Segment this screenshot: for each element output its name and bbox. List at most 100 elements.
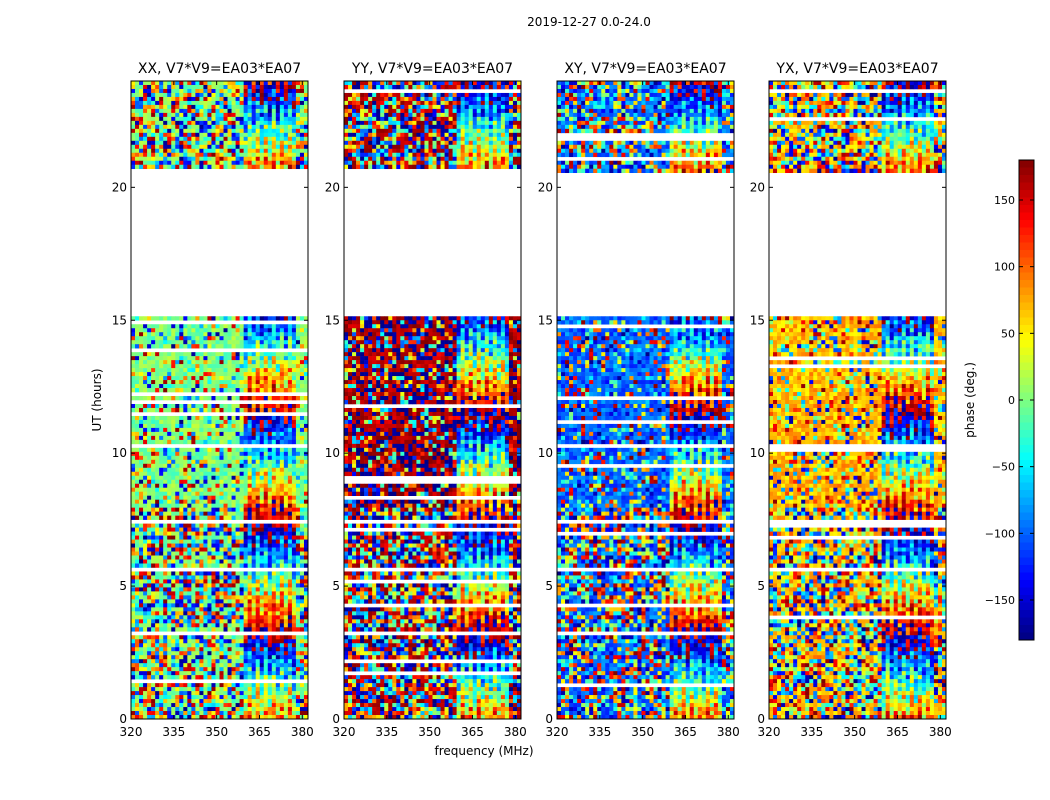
x-tick-label: 365: [674, 725, 697, 739]
y-tick-label: 0: [332, 712, 340, 726]
x-tick-label: 335: [375, 725, 398, 739]
colorbar-segment: [1019, 302, 1034, 311]
colorbar-tick-label: 100: [994, 261, 1015, 274]
colorbar-segment: [1019, 587, 1034, 596]
colorbar-segment: [1019, 535, 1034, 543]
y-tick-label: 0: [757, 712, 765, 726]
colorbar-segment: [1019, 175, 1034, 183]
colorbar-segment: [1019, 205, 1034, 213]
colorbar-tick-label: −50: [992, 461, 1015, 474]
x-tick-label: 335: [800, 725, 823, 739]
colorbar-segment: [1019, 220, 1034, 228]
colorbar-segment: [1019, 182, 1034, 191]
colorbar-segment: [1019, 325, 1034, 333]
colorbar-segment: [1019, 227, 1034, 236]
colorbar-segment: [1019, 310, 1034, 318]
colorbar-segment: [1019, 505, 1034, 513]
colorbar-segment: [1019, 617, 1034, 626]
colorbar-tick-label: −100: [985, 527, 1015, 540]
colorbar-segment: [1019, 377, 1034, 386]
colorbar-segment: [1019, 257, 1034, 266]
colorbar-tick-label: 0: [1008, 394, 1015, 407]
y-tick-label: 5: [119, 579, 127, 593]
colorbar-segment: [1019, 370, 1034, 378]
colorbar-segment: [1019, 347, 1034, 356]
colorbar-segment: [1019, 332, 1034, 341]
panel-2: YY, V7*V9=EA03*EA07 320 335 350 365 380 0 5 10 15…: [325, 61, 527, 739]
x-tick-label: 320: [546, 725, 569, 739]
panel-title: YY, V7*V9=EA03*EA07: [351, 61, 513, 77]
panel-title: XY, V7*V9=EA03*EA07: [564, 61, 726, 77]
colorbar-segment: [1019, 490, 1034, 498]
y-tick-label: 15: [325, 313, 340, 327]
y-tick-label: 20: [750, 180, 765, 194]
colorbar-segment: [1019, 167, 1034, 176]
x-tick-label: 320: [333, 725, 356, 739]
colorbar-segment: [1019, 355, 1034, 363]
colorbar-segment: [1019, 362, 1034, 371]
heatmap-cells: [557, 81, 735, 720]
figure-title: 2019-12-27 0.0-24.0: [527, 15, 651, 29]
panel-title: XX, V7*V9=EA03*EA07: [138, 61, 301, 77]
colorbar-segment: [1019, 422, 1034, 431]
colorbar-segment: [1019, 197, 1034, 206]
colorbar-segment: [1019, 445, 1034, 453]
x-tick-label: 350: [205, 725, 228, 739]
colorbar-segment: [1019, 482, 1034, 491]
colorbar-segment: [1019, 595, 1034, 603]
colorbar-segment: [1019, 572, 1034, 581]
colorbar-segment: [1019, 212, 1034, 221]
y-tick-label: 15: [750, 313, 765, 327]
panel-frame: [343, 80, 522, 720]
y-tick-label: 10: [325, 446, 340, 460]
x-tick-label: 320: [120, 725, 143, 739]
panel-title: YX, V7*V9=EA03*EA07: [775, 61, 938, 77]
colorbar: −150 −100 −50 0 50 100 150: [985, 159, 1035, 641]
heatmap-cells: [131, 81, 309, 720]
x-tick-label: 335: [588, 725, 611, 739]
y-tick-label: 20: [325, 180, 340, 194]
colorbar-tick-label: −150: [985, 594, 1015, 607]
colorbar-segment: [1019, 520, 1034, 528]
colorbar-segment: [1019, 602, 1034, 611]
colorbar-segment: [1019, 512, 1034, 521]
x-tick-label: 365: [248, 725, 271, 739]
colorbar-segment: [1019, 610, 1034, 618]
x-axis-label: frequency (MHz): [434, 744, 533, 758]
x-tick-label: 365: [461, 725, 484, 739]
x-tick-label: 350: [631, 725, 654, 739]
y-tick-label: 5: [757, 579, 765, 593]
colorbar-segment: [1019, 565, 1034, 573]
panel-frame: [768, 80, 947, 720]
x-tick-label: 365: [886, 725, 909, 739]
x-tick-label: 380: [717, 725, 740, 739]
colorbar-segment: [1019, 235, 1034, 243]
x-tick-label: 335: [162, 725, 185, 739]
colorbar-segment: [1019, 527, 1034, 536]
colorbar-segment: [1019, 287, 1034, 296]
panel-frame: [130, 80, 309, 720]
colorbar-segment: [1019, 272, 1034, 281]
panel-frame: [556, 80, 735, 720]
panel-3: XY, V7*V9=EA03*EA07 320 335 350 365 380 0 5 10 15…: [538, 61, 740, 739]
colorbar-segment: [1019, 190, 1034, 198]
x-tick-label: 380: [929, 725, 952, 739]
colorbar-segment: [1019, 385, 1034, 393]
colorbar-segment: [1019, 550, 1034, 558]
colorbar-segment: [1019, 407, 1034, 416]
colorbar-tick-label: 50: [1001, 327, 1015, 340]
x-tick-label: 320: [758, 725, 781, 739]
colorbar-segment: [1019, 452, 1034, 461]
x-tick-label: 380: [504, 725, 527, 739]
colorbar-segment: [1019, 467, 1034, 476]
colorbar-segment: [1019, 265, 1034, 273]
x-tick-label: 350: [418, 725, 441, 739]
colorbar-tick-label: 150: [994, 194, 1015, 207]
colorbar-segment: [1019, 632, 1034, 641]
colorbar-segment: [1019, 437, 1034, 446]
y-tick-label: 0: [119, 712, 127, 726]
heatmap-cells: [769, 81, 947, 720]
colorbar-segment: [1019, 625, 1034, 633]
panels: XX, V7*V9=EA03*EA07 320 335 350 365 380 0 5 10 15…: [112, 61, 952, 739]
